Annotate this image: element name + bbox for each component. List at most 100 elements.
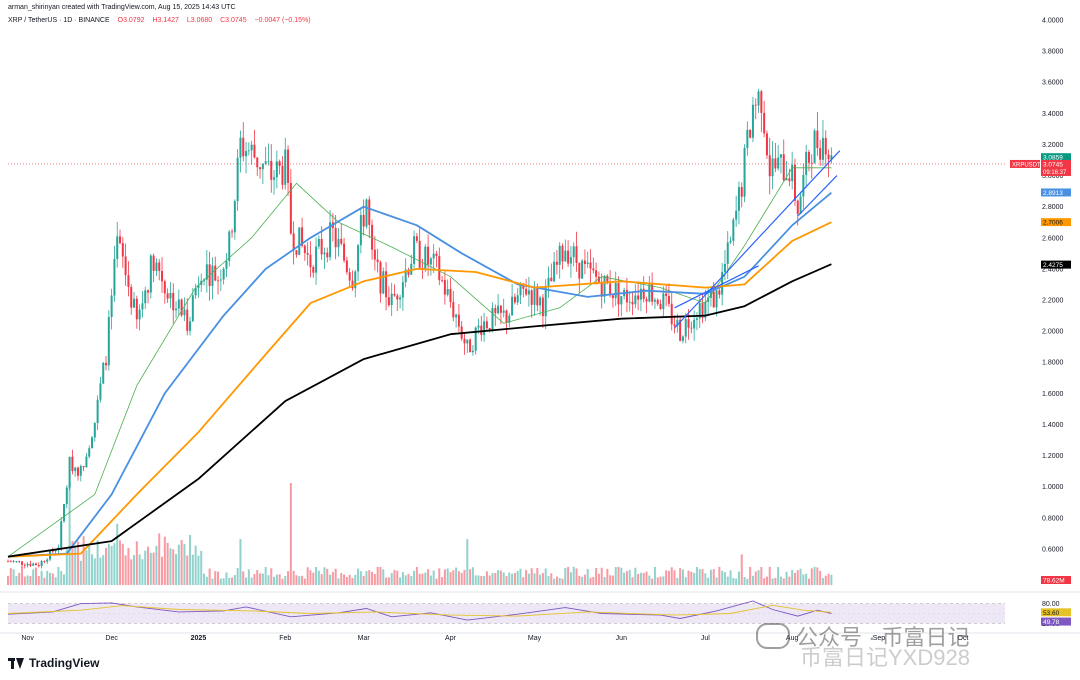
candle-body [180,299,183,316]
candle-body [718,290,721,295]
volume-bar [284,575,287,585]
volume-bar [119,540,122,585]
volume-bar [133,555,136,585]
candle-body [533,286,536,305]
candle-body [354,271,357,289]
volume-bar [309,570,312,585]
volume-bar [91,554,94,585]
candle-body [519,283,522,296]
candle-body [222,268,225,280]
y-tick-label: 3.0000 [1042,173,1064,180]
candle-body [564,250,567,262]
candle-body [340,238,343,244]
candle-body [600,281,603,297]
candle-body [79,466,82,476]
candle-body [345,260,348,273]
candle-body [309,254,312,268]
x-tick-label: Jul [701,635,710,642]
candle-body [550,277,553,282]
volume-bar [760,567,763,585]
volume-bar [757,570,760,585]
candle-body [348,272,351,281]
candle-body [581,260,584,279]
y-tick-label: 1.6000 [1042,391,1064,398]
candle-body [26,563,29,566]
candle-body [289,182,292,234]
candle-body [539,297,542,306]
y-tick-label: 4.0000 [1042,18,1064,25]
volume-bar [704,573,707,585]
volume-bar [12,569,15,585]
volume-bar [357,568,360,585]
volume-bar [275,574,278,585]
moving-average-orange [7,221,832,558]
candle-body [606,275,609,284]
volume-bar [278,574,281,585]
candle-body [46,559,49,562]
volume-bar [410,576,413,585]
candle-body [810,162,813,164]
candle-body [278,161,281,166]
volume-bar [88,543,91,585]
volume-bar [264,567,267,585]
rsi-value-label-text: 49.78 [1043,619,1060,626]
volume-bar [810,568,813,585]
candle-body [147,290,150,293]
candle-body [91,437,94,449]
volume-bar [373,574,376,585]
candle-body [796,200,799,214]
candle-body [32,563,35,566]
volume-bar [371,571,374,585]
candle-body [371,224,374,250]
volume-bar [163,536,166,585]
candle-body [359,215,362,246]
volume-bar [460,572,463,585]
candle-body [312,267,315,273]
candle-body [396,295,399,300]
volume-bar [782,578,785,585]
candle-body [9,561,12,563]
volume-bar [85,550,88,585]
candle-body [676,319,679,327]
price-label [1041,159,1071,176]
volume-bar [690,571,693,585]
volume-bar [161,556,164,585]
volume-bar [320,574,323,585]
candle-body [740,187,743,197]
candle-body [60,521,63,548]
candle-body [592,268,595,271]
moving-average-blue [7,192,832,558]
y-tick-label: 2.6000 [1042,235,1064,242]
y-tick-label: 1.8000 [1042,360,1064,367]
volume-bar [805,573,808,585]
candle-body [737,187,740,211]
volume-bar [228,577,231,585]
symbol-title[interactable]: XRP / TetherUS · 1D · BINANCE [8,17,110,24]
volume-bar [169,548,172,585]
volume-bar [331,572,334,585]
candle-body [373,249,376,260]
volume-bar [718,566,721,585]
volume-bar [60,571,63,585]
candle-body [194,288,197,296]
volume-bar [217,571,220,585]
watermark-line2: 币富日记YXD928 [800,645,970,670]
candle-body [37,565,40,567]
watermark: 公众号 · 币富日记 [756,620,970,652]
tradingview-logo[interactable]: TradingView [8,656,99,670]
candle-body [665,293,668,297]
candle-body [561,245,564,262]
x-tick-label: 2025 [191,635,207,642]
x-tick-label: Aug [786,635,799,642]
candle-body [85,456,88,468]
volume-bar [483,576,486,585]
volume-bar [656,577,659,585]
candle-body [93,423,96,438]
volume-bar [469,569,472,585]
x-tick-label: Dec [105,635,118,642]
volume-bar [662,576,665,585]
volume-bar [735,578,738,585]
volume-bar [236,567,239,585]
candle-body [183,309,186,316]
